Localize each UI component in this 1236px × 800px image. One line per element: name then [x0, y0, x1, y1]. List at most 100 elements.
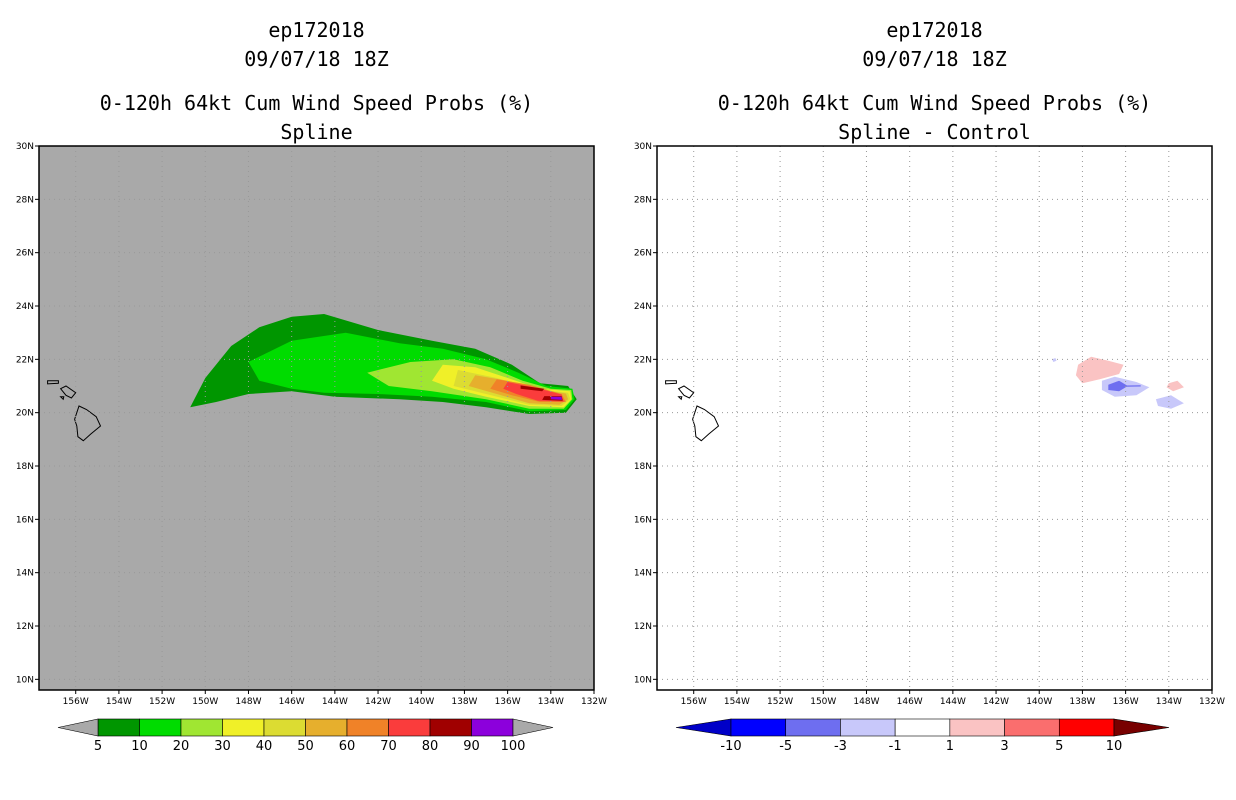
right-xtick-label: 136W [1113, 697, 1139, 707]
left-colorbar-label: 20 [173, 739, 190, 754]
left-ytick-label: 14N [16, 569, 34, 579]
right-colorbar-segment [894, 718, 951, 737]
right-xtick-label: 154W [724, 697, 750, 707]
left-colorbar-segment [97, 718, 140, 737]
right-title-storm-id: ep172018 [886, 18, 983, 42]
right-plot-background [657, 146, 1212, 690]
left-title-storm-id: ep172018 [268, 18, 365, 42]
right-title-method: Spline - Control [838, 120, 1031, 144]
right-colorbar-label: -10 [720, 739, 741, 754]
left-colorbar-label: 70 [380, 739, 397, 754]
left-title-datetime: 09/07/18 18Z [244, 47, 389, 71]
left-xtick-label: 134W [538, 697, 564, 707]
left-ytick-label: 24N [16, 302, 34, 312]
right-contour-level-1 [1075, 356, 1124, 384]
left-contour-level-90 [550, 396, 562, 400]
right-coastline-0 [692, 405, 720, 442]
right-xtick-label: 144W [940, 697, 966, 707]
left-colorbar-label: 60 [339, 739, 356, 754]
right-coastline-2 [677, 396, 683, 401]
right-title-datetime: 09/07/18 18Z [862, 47, 1007, 71]
right-xtick-label: 152W [767, 697, 793, 707]
left-coastline-1 [59, 385, 77, 399]
left-ytick-label: 26N [16, 249, 34, 259]
left-xtick-label: 140W [408, 697, 434, 707]
right-colorbar-segment [785, 718, 841, 737]
left-colorbar-segment [263, 718, 306, 737]
left-colorbar-segment [346, 718, 389, 737]
right-colorbar-label: 3 [1000, 739, 1008, 754]
left-colorbar-segment [180, 718, 223, 737]
left-colorbar-segment [222, 718, 265, 737]
left-xtick-label: 156W [63, 697, 89, 707]
left-xtick-label: 138W [451, 697, 477, 707]
right-ytick-label: 22N [634, 355, 652, 365]
right-xtick-label: 150W [810, 697, 836, 707]
right-colorbar-segment [1058, 718, 1115, 737]
right-contour-level--1 [1052, 358, 1057, 362]
right-colorbar: -10 -5 -3 -1 1 3 5 10 [675, 718, 1170, 754]
left-xtick-label: 142W [365, 697, 391, 707]
left-colorbar-segment [139, 718, 182, 737]
left-ytick-label: 12N [16, 622, 34, 632]
right-contour-level-1 [1166, 380, 1184, 392]
left-colorbar-segment [305, 718, 348, 737]
right-colorbar-segment [1004, 718, 1060, 737]
right-colorbar-label: 10 [1106, 739, 1123, 754]
left-colorbar-label: 10 [131, 739, 148, 754]
left-colorbar-high-arrow [512, 718, 554, 737]
right-colorbar-label: -3 [834, 739, 847, 754]
right-xtick-label: 142W [983, 697, 1009, 707]
left-title-product: 0-120h 64kt Cum Wind Speed Probs (%) [99, 91, 534, 115]
left-coastline-0 [74, 405, 102, 442]
right-ytick-label: 24N [634, 302, 652, 312]
left-ytick-label: 22N [16, 355, 34, 365]
left-colorbar-label: 100 [501, 739, 526, 754]
right-colorbar-label: 1 [946, 739, 954, 754]
right-xtick-label: 148W [853, 697, 879, 707]
right-xtick-label: 134W [1156, 697, 1182, 707]
left-colorbar-label: 30 [214, 739, 231, 754]
left-ytick-label: 16N [16, 515, 34, 525]
right-colorbar-label: -1 [889, 739, 902, 754]
left-title-method: Spline [280, 120, 353, 144]
left-ytick-label: 30N [16, 142, 34, 152]
right-map-panel: 156W 154W 152W 150W 148W 146W 144W 142W 140W 138W… [634, 142, 1225, 707]
left-map-panel: 156W 154W 152W 150W 148W 146W 144W 142W 140W 138W… [16, 142, 607, 707]
left-colorbar-label: 80 [422, 739, 439, 754]
left-colorbar-label: 5 [94, 739, 102, 754]
right-contour-level--3 [1125, 385, 1141, 387]
left-ytick-label: 10N [16, 675, 34, 685]
right-colorbar-label: 5 [1055, 739, 1063, 754]
right-colorbar-label: -5 [779, 739, 792, 754]
left-xtick-label: 154W [106, 697, 132, 707]
right-xtick-label: 140W [1026, 697, 1052, 707]
left-colorbar-segment [471, 718, 514, 737]
left-xtick-label: 148W [235, 697, 261, 707]
right-ytick-label: 20N [634, 409, 652, 419]
left-colorbar-label: 90 [463, 739, 480, 754]
right-xtick-label: 156W [681, 697, 707, 707]
right-ytick-label: 10N [634, 675, 652, 685]
right-plot-frame [656, 145, 1213, 691]
left-ytick-label: 18N [16, 462, 34, 472]
left-colorbar-segment [429, 718, 472, 737]
left-plot-frame [38, 145, 595, 691]
right-coastline-3 [665, 380, 677, 385]
left-xtick-label: 136W [495, 697, 521, 707]
left-xtick-label: 150W [192, 697, 218, 707]
right-xtick-label: 132W [1199, 697, 1225, 707]
left-xtick-label: 144W [322, 697, 348, 707]
right-ytick-label: 14N [634, 569, 652, 579]
right-title-product: 0-120h 64kt Cum Wind Speed Probs (%) [717, 91, 1152, 115]
right-colorbar-low-arrow [675, 718, 732, 737]
right-ytick-label: 18N [634, 462, 652, 472]
right-ytick-label: 30N [634, 142, 652, 152]
left-xtick-label: 132W [581, 697, 607, 707]
right-contour-level--3 [1108, 380, 1128, 392]
right-xtick-label: 146W [897, 697, 923, 707]
left-colorbar-segment [388, 718, 431, 737]
left-colorbar: 5 10 20 30 40 50 60 70 80 90 100 [57, 718, 554, 754]
left-coastline-3 [47, 380, 59, 385]
